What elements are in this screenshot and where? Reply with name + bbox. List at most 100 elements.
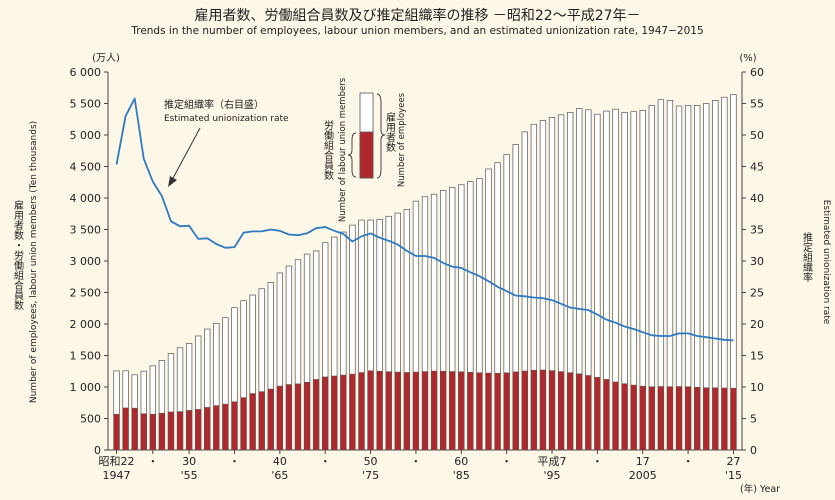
x-tick-label-bottom: '85 [453,469,470,482]
x-tick-label-top: 30 [182,455,196,468]
x-tick-label-top: ・ [501,455,512,468]
union-bar [431,370,438,451]
union-bar [612,381,619,451]
union-bar [358,372,365,451]
legend-employee-brace [376,93,386,179]
union-bar [440,370,447,451]
left-tick-label: 6 000 [70,66,102,79]
union-bar [122,407,129,451]
left-tick-label: 1 000 [70,381,102,394]
right-tick-label: 45 [750,161,764,174]
union-bar [222,403,229,451]
right-tick-label: 40 [750,192,764,205]
union-bar [186,410,193,451]
union-bar [639,385,646,451]
right-tick-label: 15 [750,350,764,363]
left-tick-label: 5 500 [70,98,102,111]
union-bar [303,382,311,451]
left-tick-label: 4 000 [70,192,102,205]
union-bar [721,387,728,451]
right-tick-label: 10 [750,381,764,394]
union-bar [694,387,701,451]
left-axis-unit: (万人) [92,52,120,64]
x-tick-label-top: ・ [147,455,158,468]
union-bar [630,384,637,451]
x-tick-label-top: ・ [320,455,331,468]
left-axis-label-ja: 雇用者数・労働組合員数 [12,199,24,311]
left-tick-label: 3 500 [70,224,102,237]
right-tick-label: 30 [750,255,764,268]
x-tick-label-top: 60 [454,455,468,468]
union-bar [276,385,283,451]
union-bar [240,397,247,451]
chart-subtitle: Trends in the number of employees, labou… [131,25,704,37]
union-bar [576,373,583,451]
union-bar [131,407,138,451]
union-bar [621,383,628,451]
right-axis-label-ja: 推定組織率 [801,231,813,283]
union-bar [449,371,456,451]
union-bar [176,411,184,451]
rate-line [115,97,734,342]
x-tick-label-top: ・ [410,455,421,468]
union-bar [485,372,492,451]
union-bar [331,375,338,451]
union-bar [213,405,220,451]
union-bar [494,372,501,451]
x-tick-label-top: 40 [273,455,287,468]
union-bar [421,371,429,451]
legend-union-label-en: Number of labour union members [338,77,348,222]
rate-annotation-en: Estimated unionization rate [164,114,289,124]
left-tick-label: 3 000 [70,255,102,268]
union-bar [313,379,320,451]
x-tick-label-top: 昭和22 [99,455,135,468]
union-bar [467,372,474,451]
x-tick-label-top: 平成7 [538,455,567,468]
union-bar [267,388,274,451]
left-tick-label: 1 500 [70,350,102,363]
union-bar [539,369,547,451]
left-tick-label: 4 500 [70,161,102,174]
legend: 労働組合員数 Number of labour union members 雇用… [322,77,408,222]
right-axis-unit: (%) [739,53,756,64]
union-bar [195,409,202,451]
x-tick-label-bottom: '95 [543,469,560,482]
union-bar [503,372,510,451]
legend-employee-label-en: Number of employees [397,92,407,187]
union-bar [158,412,165,451]
x-tick-label-bottom: '75 [362,469,379,482]
union-bar [730,387,737,451]
union-bar [712,387,719,451]
x-tick-label-bottom: '55 [181,469,198,482]
union-bar [349,373,356,451]
union-bar [594,377,601,451]
union-bar [458,371,465,451]
legend-employee-label-ja: 雇用者数 [384,111,396,153]
union-bar [340,374,347,451]
union-bar [521,370,528,451]
x-tick-label-top: ・ [229,455,240,468]
union-bar [548,370,556,451]
union-bar [675,386,683,451]
legend-union-swatch [359,131,374,179]
union-bar [603,379,610,451]
x-axis-labels: 昭和22 ・ 30 ・ 40 ・ 50 ・ 60 ・ 平成7 ・ 17 ・ 27 1947 '55 '65 '75 '… [99,450,742,482]
left-axis-label-en: Number of employees, labour union member… [29,121,39,403]
rate-line-series [115,97,734,342]
chart-title: 雇用者数、労働組合員数及び推定組織率の推移 －昭和22～平成27年－ [194,8,641,24]
union-bar [167,411,175,451]
union-bar [685,386,692,451]
union-bar [648,386,655,451]
right-tick-label: 25 [750,287,764,300]
union-bar [367,370,374,451]
union-bar [204,407,211,451]
right-tick-label: 50 [750,129,764,142]
annotation-arrow [168,127,201,187]
rate-annotation-ja: 推定組織率（右目盛） [164,98,264,111]
x-tick-label-top: 50 [364,455,378,468]
left-tick-label: 2 500 [70,287,102,300]
x-tick-label-bottom: '65 [271,469,288,482]
union-bar [294,383,302,451]
x-tick-label-top: 17 [636,455,650,468]
